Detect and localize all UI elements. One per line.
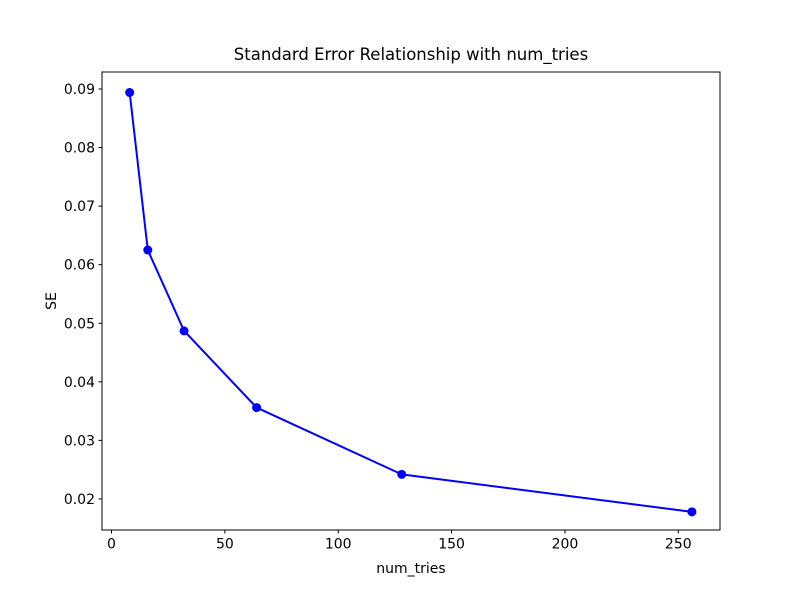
x-tick-label: 0 bbox=[107, 537, 116, 553]
x-tick-label: 50 bbox=[216, 537, 234, 553]
x-axis-label: num_tries bbox=[376, 561, 445, 577]
y-tick-label: 0.07 bbox=[64, 199, 95, 215]
x-tick-label: 150 bbox=[438, 537, 465, 553]
y-axis-label: SE bbox=[44, 292, 60, 310]
y-tick-label: 0.03 bbox=[64, 433, 95, 449]
plot-area bbox=[125, 87, 697, 517]
x-tick-label: 250 bbox=[665, 537, 692, 553]
data-point bbox=[179, 326, 189, 336]
chart-title: Standard Error Relationship with num_tri… bbox=[234, 45, 588, 65]
y-tick-label: 0.04 bbox=[64, 375, 95, 391]
data-point bbox=[397, 469, 407, 479]
y-tick-label: 0.02 bbox=[64, 492, 95, 508]
data-point bbox=[687, 507, 697, 517]
data-point bbox=[143, 245, 153, 255]
x-tick-label: 100 bbox=[325, 537, 352, 553]
y-tick-label: 0.06 bbox=[64, 258, 95, 274]
y-tick-label: 0.08 bbox=[64, 141, 95, 157]
data-point bbox=[125, 87, 135, 97]
data-point bbox=[252, 403, 262, 413]
tick-layer: 0 50 100 150 200 250 0.02 0.03 0.04 0.05 0.06 0.07 0… bbox=[64, 82, 692, 553]
axes-frame bbox=[101, 71, 721, 531]
y-tick-label: 0.09 bbox=[64, 82, 95, 98]
y-tick-label: 0.05 bbox=[64, 316, 95, 332]
se-line bbox=[128, 91, 693, 513]
x-tick-label: 200 bbox=[552, 537, 579, 553]
